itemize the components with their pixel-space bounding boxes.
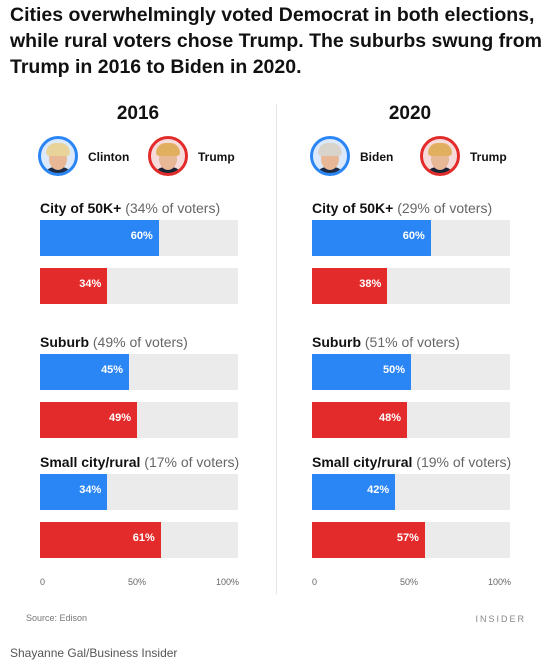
bar-rep: 49% (40, 402, 138, 438)
bar-track: 48% (312, 402, 510, 438)
bar-track: 61% (40, 522, 238, 558)
group-voter-share: (19% of voters) (412, 454, 512, 470)
x-tick-label: 100% (488, 577, 512, 587)
suit-shape (43, 167, 73, 173)
bar-track: 50% (312, 354, 510, 390)
group-voter-share: (17% of voters) (140, 454, 240, 470)
x-tick-label: 50% (400, 577, 419, 587)
bar-dem: 60% (312, 220, 431, 256)
group-voter-share: (34% of voters) (121, 200, 221, 216)
group-voter-share: (51% of voters) (361, 334, 460, 350)
bar-value-label: 60% (130, 230, 153, 242)
bar-track: 38% (312, 268, 510, 304)
bar-value-label: 50% (382, 364, 405, 376)
bar-track: 49% (40, 402, 238, 438)
suit-shape (425, 167, 455, 173)
bar-value-label: 34% (79, 278, 102, 290)
clinton-portrait-icon (38, 136, 78, 176)
group-voter-share: (49% of voters) (89, 334, 188, 350)
bar-dem: 34% (40, 474, 108, 510)
group-name: City of 50K+ (312, 200, 394, 216)
bar-track: 42% (312, 474, 510, 510)
bar-rep: 57% (312, 522, 425, 558)
bar-value-label: 49% (108, 412, 132, 424)
x-tick-label: 0 (40, 577, 46, 587)
group-name: Suburb (312, 334, 361, 350)
group-voter-share: (29% of voters) (393, 200, 493, 216)
panel-2020: 2020 Biden Trump City of 50K+ (29% of voter… (310, 100, 550, 600)
bar-dem: 60% (40, 220, 159, 256)
candidate-name: Biden (360, 150, 394, 164)
candidate-name: Trump (198, 150, 235, 164)
hair-shape (156, 143, 180, 156)
bar-dem: 42% (312, 474, 396, 510)
bar-rep: 38% (312, 268, 388, 304)
group-name: Small city/rural (40, 454, 141, 470)
candidate-name: Clinton (88, 150, 130, 164)
bar-value-label: 57% (396, 532, 419, 544)
bar-value-label: 61% (132, 532, 155, 544)
bar-track: 57% (312, 522, 510, 558)
bar-value-label: 45% (101, 364, 124, 376)
group-label: Suburb (49% of voters) (40, 334, 188, 350)
x-tick-label: 100% (216, 577, 240, 587)
group-label: Suburb (51% of voters) (312, 334, 460, 350)
bar-value-label: 42% (367, 484, 390, 496)
bar-value-label: 34% (79, 484, 102, 496)
suit-shape (315, 167, 345, 173)
group-label: Small city/rural (19% of voters) (312, 454, 511, 470)
hair-shape (428, 143, 452, 156)
bar-rep: 34% (40, 268, 108, 304)
chart-headline: Cities overwhelmingly voted Democrat in … (10, 4, 543, 78)
bar-track: 45% (40, 354, 238, 390)
bar-value-label: 48% (379, 412, 402, 424)
bar-value-label: 38% (359, 278, 382, 290)
suit-shape (153, 167, 183, 173)
bar-rep: 48% (312, 402, 408, 438)
bar-value-label: 60% (402, 230, 425, 242)
bar-rep: 61% (40, 522, 161, 558)
group-label: City of 50K+ (34% of voters) (40, 200, 220, 216)
panel-year-title: 2020 (388, 103, 432, 124)
group-name: Small city/rural (312, 454, 413, 470)
panel-year-title: 2016 (116, 103, 160, 124)
bar-track: 34% (40, 474, 238, 510)
group-name: Suburb (40, 334, 89, 350)
bar-dem: 50% (312, 354, 411, 390)
panel-2016: 2016 Clinton Trump City of 50K+ (34% of vot… (38, 100, 278, 600)
candidate-name: Trump (470, 150, 507, 164)
biden-portrait-icon (310, 136, 350, 176)
bar-dem: 45% (40, 354, 130, 390)
image-credit: Shayanne Gal/Business Insider (10, 646, 178, 660)
bar-track: 34% (40, 268, 238, 304)
group-label: City of 50K+ (29% of voters) (312, 200, 492, 216)
x-tick-label: 0 (312, 577, 318, 587)
group-name: City of 50K+ (40, 200, 122, 216)
hair-shape (46, 143, 70, 156)
brand-logo: INSIDER (475, 614, 526, 624)
group-label: Small city/rural (17% of voters) (40, 454, 239, 470)
panel-divider (276, 104, 277, 594)
bar-track: 60% (312, 220, 510, 256)
trump-portrait-icon (420, 136, 460, 176)
bar-track: 60% (40, 220, 238, 256)
x-tick-label: 50% (128, 577, 147, 587)
hair-shape (318, 143, 342, 156)
trump-portrait-icon (148, 136, 188, 176)
source-note: Source: Edison (26, 613, 88, 623)
